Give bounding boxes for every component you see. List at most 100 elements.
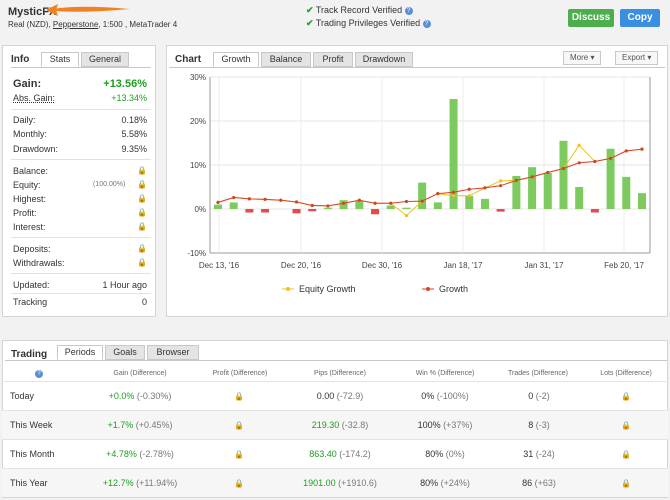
check-icon: ✔ xyxy=(306,5,314,15)
bar xyxy=(449,99,458,209)
account-name: MysticFX xyxy=(8,6,57,18)
period-cell: This Month xyxy=(10,449,55,459)
bar xyxy=(308,209,317,212)
monthly-value: 5.58% xyxy=(121,129,147,139)
gain-cell: +0.0% (-0.30%) xyxy=(108,391,172,401)
legend-growth-label: Growth xyxy=(439,284,468,294)
win-cell: 100% (+37%) xyxy=(417,420,473,430)
lock-icon: 🔒 xyxy=(137,244,147,253)
updated-value: 1 Hour ago xyxy=(102,280,147,290)
growth-point xyxy=(310,203,314,208)
chevron-down-icon: ▾ xyxy=(590,53,595,62)
col-gain: Gain (Difference) xyxy=(113,370,167,377)
growth-point xyxy=(593,159,597,164)
growth-point xyxy=(216,200,220,204)
chart-title: Chart xyxy=(175,54,202,65)
withdrawals-row: Withdrawals: 🔒 xyxy=(13,257,147,269)
y-tick-label: 10% xyxy=(190,161,206,170)
tab-growth[interactable]: Growth xyxy=(213,52,259,67)
tracking-value: 0 xyxy=(141,297,147,307)
pips-cell: 1901.00 (+1910.6) xyxy=(303,478,377,488)
trades-cell: 8 (-3) xyxy=(528,420,550,430)
bar xyxy=(386,205,395,209)
equity-label: Equity: xyxy=(13,180,41,190)
account-details: Real (NZD), Pepperstone, 1:500 , MetaTra… xyxy=(8,20,178,29)
info-icon[interactable]: ? xyxy=(422,19,431,28)
lots-cell: 🔒 xyxy=(621,449,631,459)
updated-row: Updated: 1 Hour ago xyxy=(13,279,147,291)
tab-periods[interactable]: Periods xyxy=(57,345,103,360)
copy-button[interactable]: Copy xyxy=(620,9,660,27)
export-dropdown[interactable]: Export ▾ xyxy=(615,51,659,65)
growth-line xyxy=(217,148,643,207)
tab-general[interactable]: General xyxy=(81,52,129,67)
growth-point xyxy=(357,198,361,202)
col-win: Win % (Difference) xyxy=(415,370,475,377)
daily-row: Daily: 0.18% xyxy=(13,114,147,126)
abs-gain-row: Abs. Gain: +13.34% xyxy=(13,92,147,104)
lock-icon: 🔒 xyxy=(621,479,631,488)
pips-cell: 0.00 (-72.9) xyxy=(316,391,364,401)
trading-title: Trading xyxy=(11,349,48,360)
y-tick-label: -10% xyxy=(187,249,206,258)
track-record-verified: ✔ Track Record Verified ? xyxy=(306,5,413,16)
bar xyxy=(214,204,222,209)
lock-icon: 🔒 xyxy=(234,450,244,459)
growth-point xyxy=(420,199,424,203)
gain-cell: +1.7% (+0.45%) xyxy=(107,420,173,430)
bar xyxy=(543,172,552,209)
bar xyxy=(512,176,521,209)
table-row: This Week +1.7% (+0.45%) 🔒 219.30 (-32.8) 10… xyxy=(2,410,668,439)
lock-icon: 🔒 xyxy=(137,222,147,231)
profit-cell: 🔒 xyxy=(234,391,244,401)
balance-row: Balance: 🔒 xyxy=(13,165,147,177)
win-cell: 80% (0%) xyxy=(425,449,465,459)
legend-equity-label: Equity Growth xyxy=(299,284,356,294)
lock-icon: 🔒 xyxy=(621,450,631,459)
bar xyxy=(323,207,332,209)
table-row: This Month +4.78% (-2.78%) 🔒 863.40 (-174.2… xyxy=(2,439,668,468)
lock-icon: 🔒 xyxy=(621,421,631,430)
lots-cell: 🔒 xyxy=(621,420,631,430)
check-icon: ✔ xyxy=(306,18,314,28)
more-dropdown[interactable]: More ▾ xyxy=(563,51,602,65)
tab-balance[interactable]: Balance xyxy=(261,52,311,67)
broker-link[interactable]: Pepperstone xyxy=(52,20,99,29)
growth-point xyxy=(577,161,581,165)
growth-point xyxy=(294,200,299,204)
tracking-row: Tracking 0 xyxy=(13,296,147,308)
discuss-button[interactable]: Discuss xyxy=(568,9,614,27)
gain-row: Gain: +13.56% xyxy=(13,78,147,92)
equity-percent: (100.00%) xyxy=(93,181,126,188)
growth-point xyxy=(373,201,377,205)
tab-drawdown[interactable]: Drawdown xyxy=(355,52,413,67)
pips-cell: 219.30 (-32.8) xyxy=(311,420,369,430)
y-tick-label: 0% xyxy=(194,205,206,214)
tab-stats[interactable]: Stats xyxy=(41,52,79,67)
info-icon[interactable]: ? xyxy=(35,370,43,378)
lock-icon: 🔒 xyxy=(137,208,147,217)
win-cell: 80% (+24%) xyxy=(420,478,470,488)
bar xyxy=(418,182,427,209)
tab-goals[interactable]: Goals xyxy=(105,345,145,360)
legend-equity-marker xyxy=(286,287,290,291)
table-row: Today +0.0% (-0.30%) 🔒 0.00 (-72.9) 0% (-100… xyxy=(2,381,668,410)
bar xyxy=(575,187,584,209)
lots-cell: 🔒 xyxy=(621,478,631,488)
growth-point xyxy=(389,201,393,205)
col-lots: Lots (Difference) xyxy=(600,370,652,377)
growth-point xyxy=(436,192,440,196)
bar xyxy=(590,209,599,213)
lock-icon: 🔒 xyxy=(234,421,244,430)
info-panel: Info Stats General Gain: +13.56% Abs. Ga… xyxy=(2,45,156,317)
equity-growth-point xyxy=(404,214,409,218)
bar xyxy=(622,176,631,209)
y-tick-label: 20% xyxy=(190,117,206,126)
chart-panel: Chart Growth Balance Profit Drawdown Mor… xyxy=(166,45,668,317)
monthly-label: Monthly: xyxy=(13,129,48,139)
tab-browser[interactable]: Browser xyxy=(147,345,199,360)
bar xyxy=(496,209,505,212)
tab-profit[interactable]: Profit xyxy=(313,52,353,67)
info-icon[interactable]: ? xyxy=(404,6,413,15)
table-row: This Year +12.7% (+11.94%) 🔒 1901.00 (+1910… xyxy=(2,468,668,497)
